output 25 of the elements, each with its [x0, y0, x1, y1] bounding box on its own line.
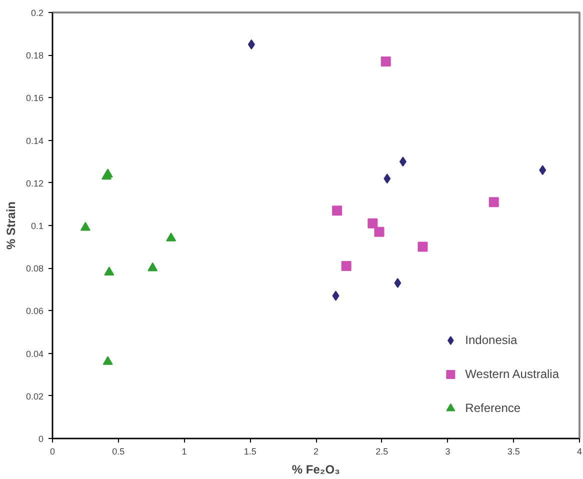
y-tick-label: 0.12: [26, 178, 44, 188]
y-tick-label: 0.2: [30, 8, 44, 18]
x-tick-label: 2: [313, 446, 319, 456]
y-tick-label: 0.08: [26, 264, 44, 274]
y-axis-title: % Strain: [4, 201, 18, 250]
y-tick-label: 0.16: [26, 93, 44, 104]
x-tick-label: 4: [576, 446, 582, 456]
legend-label: Western Australia: [465, 367, 559, 381]
x-tick-label: 0: [50, 446, 56, 456]
y-tick-label: 0.18: [26, 50, 44, 61]
x-tick-label: 3.5: [507, 446, 520, 456]
x-tick-label: 0.5: [112, 446, 125, 456]
y-tick-label: 0.04: [26, 348, 44, 359]
legend-label: Indonesia: [465, 333, 518, 347]
y-tick-label: 0.1: [30, 221, 44, 231]
y-tick-label: 0.06: [26, 306, 44, 316]
y-tick-label: 0: [38, 434, 44, 444]
x-tick-label: 3: [445, 446, 450, 456]
x-tick-label: 1: [182, 446, 187, 456]
x-tick-label: 1.5: [244, 446, 256, 456]
y-tick-label: 0.14: [26, 136, 44, 146]
y-tick-label: 0.02: [26, 391, 44, 402]
x-tick-label: 2.5: [376, 446, 388, 456]
legend-label: Reference: [465, 401, 521, 415]
x-axis-title: % Fe₂O₃: [292, 462, 340, 476]
